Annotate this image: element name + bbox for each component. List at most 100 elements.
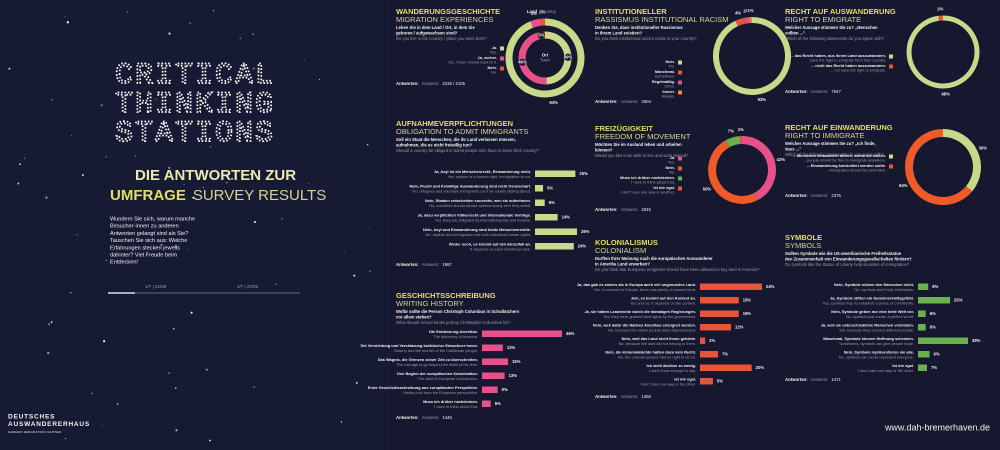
label-dot: [530, 10, 538, 18]
star: [66, 21, 69, 24]
legend-label: Muss ich drüber nachdenken.: [620, 175, 675, 180]
category-label: Nein, Symbole nützen den Menschen nicht.: [834, 282, 914, 287]
bar: [700, 364, 752, 371]
star: [252, 33, 254, 35]
star: [183, 184, 185, 185]
value-label: 24%: [578, 243, 587, 248]
category-label-en: It depends on each individual case.: [470, 246, 531, 251]
question: Durften Ihrer Meinung nach die europäisc…: [595, 256, 713, 261]
category-label: Das Wagnis, die Grenzen seiner Zeit zu ü…: [378, 357, 478, 362]
value-label: 1%: [738, 127, 744, 132]
star: [173, 328, 175, 330]
bar: [482, 358, 509, 365]
answers-label: Antworten:: [595, 394, 618, 399]
category-label-en: History told from the European perspecti…: [403, 390, 478, 395]
chart-title: GESCHICHTSSCHREIBUNG: [396, 291, 496, 300]
value-label: 20%: [756, 365, 765, 370]
question: Welcher Aussage stimmen Sie zu? „Mensche…: [785, 25, 878, 30]
answers-label: Antworten:: [595, 99, 618, 104]
category-label-en: Yes, they were granted land rights by th…: [603, 314, 696, 319]
star: [51, 98, 54, 101]
value-label: 93%: [758, 97, 767, 102]
legend-swatch: [678, 186, 682, 191]
answers-count: 1356: [641, 394, 651, 399]
category-label-en: I don't care one way or the other.: [639, 381, 696, 386]
category-label-en: No, refugees and voluntary immigrants ca…: [412, 188, 531, 193]
bar: [535, 185, 544, 192]
chart-subtitle: RASSISMUS INSTITUTIONAL RACISM: [595, 15, 729, 24]
question: Soll ein Staat die Menschen, die ihr Lan…: [396, 137, 516, 142]
legend-swatch: [500, 66, 504, 71]
star: [47, 351, 50, 355]
value-label: 5%: [538, 32, 544, 37]
value-label: 9%: [502, 387, 508, 392]
intro-text: dahinter? Viel Freude beim: [110, 252, 177, 258]
bar: [700, 324, 731, 331]
legend-swatch: [678, 70, 682, 75]
legend-label: Nein.: [487, 65, 497, 70]
question: Do symbols like the Statue of Liberty he…: [785, 262, 910, 267]
star: [103, 340, 106, 343]
answers-count: 2504: [641, 99, 651, 104]
value-label: 25%: [579, 171, 588, 176]
answers-label-en: Answers:: [621, 99, 639, 104]
question: Should a country be obliged to admit peo…: [396, 148, 540, 153]
legend-swatch: [889, 54, 893, 59]
value-label: 4%: [531, 11, 537, 16]
donut-segment: [713, 17, 791, 95]
chart-title: AUFNAHMEVERPFLICHTUNGEN: [396, 119, 513, 128]
legend-label: Ist mir egal.: [653, 185, 675, 190]
legend-label-en: ... immigration should be controlled.: [825, 168, 886, 173]
star: [76, 234, 78, 236]
star: [47, 323, 51, 326]
category-label: Ja, Asyl ist ein Menschenrecht, Einwande…: [434, 169, 531, 174]
value-label: 12%: [735, 324, 744, 329]
star: [225, 195, 226, 197]
star: [275, 283, 277, 286]
legend-label-en: Sometimes.: [654, 74, 675, 79]
legend-label-en: Yes, I have moved back to it.: [447, 60, 497, 65]
label-dot: [518, 58, 527, 66]
star: [102, 425, 104, 427]
chart-subtitle: FREEDOM OF MOVEMENT: [595, 132, 691, 141]
star: [368, 228, 370, 230]
question: dass ...": [785, 147, 801, 152]
legend-label: Nein.: [665, 165, 675, 170]
value-label: 6%: [930, 311, 936, 316]
bar: [482, 330, 562, 337]
legend-label: Ja.: [492, 45, 497, 50]
category-label: Muss ich drüber nachdenken.: [423, 399, 478, 404]
star: [17, 182, 20, 185]
answers-count: 2945: [641, 207, 651, 212]
question: Which of the following statements do you…: [785, 152, 885, 157]
label-dot: [734, 9, 742, 17]
chart-title: INSTITUTIONELLER: [595, 7, 667, 16]
series-name-en: Town: [540, 58, 551, 63]
category-label: Nein, weil das Land nicht ihnen gehörte.: [622, 336, 696, 341]
legend-swatch: [678, 80, 682, 85]
star: [212, 10, 215, 12]
category-label: Erste Geschichtsschreibung aus europäisc…: [368, 385, 478, 390]
category-label: Nein, Asyl und Einwanderung sind beide M…: [423, 227, 531, 232]
value-label: 98%: [941, 92, 950, 97]
legend-label: Regelmäßig.: [652, 79, 675, 84]
label-dot: [537, 31, 546, 39]
category-label: Nein, Staaten entscheiden souverän, wen …: [425, 198, 531, 203]
question: Would you like to be able to live and wo…: [595, 153, 689, 158]
legend-swatch: [500, 46, 504, 51]
value-label: 5%: [547, 185, 553, 190]
value-label: 5%: [495, 401, 501, 406]
value-label: 26%: [581, 229, 590, 234]
value-label: 13%: [509, 373, 518, 378]
star: [168, 372, 170, 374]
chart-subtitle: SYMBOLS: [785, 241, 821, 250]
category-label-en: No, symbols don't help individuals.: [854, 287, 914, 292]
star: [253, 386, 255, 388]
answers-label: Antworten:: [785, 193, 808, 198]
legend-label-en: Yes.: [668, 160, 675, 165]
bar: [918, 297, 951, 304]
question: Do you think that European emigrants sho…: [595, 267, 760, 272]
star: [64, 437, 67, 440]
chart-title: RECHT AUF EINWANDERUNG: [785, 123, 893, 132]
